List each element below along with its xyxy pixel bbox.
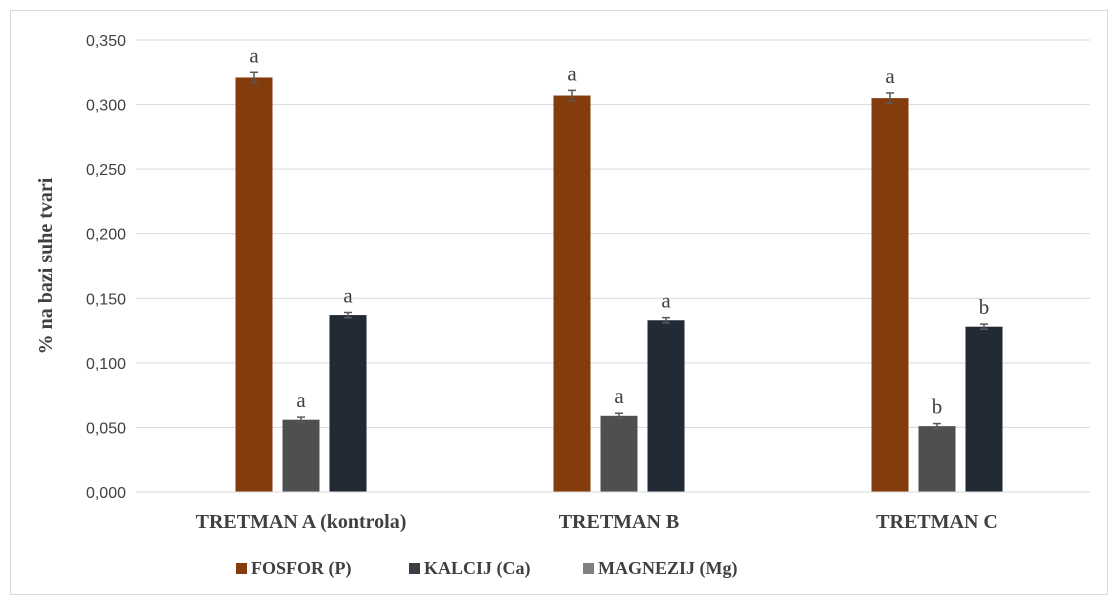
significance-label: a (296, 388, 306, 412)
legend-item: MAGNEZIJ (Mg) (583, 558, 737, 579)
gridlines (136, 39, 1090, 428)
x-axis-categories: TRETMAN A (kontrola) TRETMAN B TRETMAN C (196, 511, 998, 533)
legend-label: KALCIJ (Ca) (424, 558, 531, 579)
significance-label: a (614, 384, 624, 408)
y-tick-label: 0,000 (86, 485, 126, 502)
legend-item: KALCIJ (Ca) (409, 558, 531, 579)
y-axis-ticks: 0,000 0,050 0,100 0,150 0,200 0,250 0,300 0,350 (86, 33, 126, 502)
legend: FOSFOR (P) KALCIJ (Ca) MAGNEZIJ (Mg) (236, 558, 737, 579)
bar (871, 98, 909, 492)
legend-label: FOSFOR (P) (251, 558, 352, 579)
y-tick-label: 0,300 (86, 98, 126, 115)
legend-label: MAGNEZIJ (Mg) (598, 558, 737, 579)
bar (329, 315, 367, 492)
significance-label: a (249, 43, 259, 67)
bar (553, 95, 591, 492)
y-tick-label: 0,150 (86, 291, 126, 308)
bars (235, 77, 1003, 493)
y-tick-label: 0,200 (86, 227, 126, 244)
x-category-label: TRETMAN B (559, 511, 680, 533)
y-axis-label: % na bazi suhe tvari (35, 177, 57, 354)
legend-swatch (236, 563, 247, 574)
significance-label: b (932, 395, 943, 419)
legend-swatch (583, 563, 594, 574)
bar (918, 426, 956, 492)
bar (600, 415, 638, 492)
x-category-label: TRETMAN C (876, 511, 998, 533)
legend-item: FOSFOR (P) (236, 558, 352, 579)
y-tick-label: 0,100 (86, 356, 126, 373)
significance-labels: a a a a a a a b b (249, 43, 989, 418)
y-tick-label: 0,250 (86, 162, 126, 179)
significance-label: a (567, 61, 577, 85)
significance-label: a (885, 64, 895, 88)
y-tick-label: 0,350 (86, 33, 126, 50)
significance-label: a (661, 289, 671, 313)
error-bars (250, 71, 988, 430)
significance-label: a (343, 283, 353, 307)
bar (965, 326, 1003, 492)
bar (647, 320, 685, 492)
bar (235, 77, 273, 493)
significance-label: b (979, 295, 990, 319)
bar (282, 419, 320, 492)
legend-swatch (409, 563, 420, 574)
x-category-label: TRETMAN A (kontrola) (196, 511, 407, 533)
y-tick-label: 0,050 (86, 420, 126, 437)
